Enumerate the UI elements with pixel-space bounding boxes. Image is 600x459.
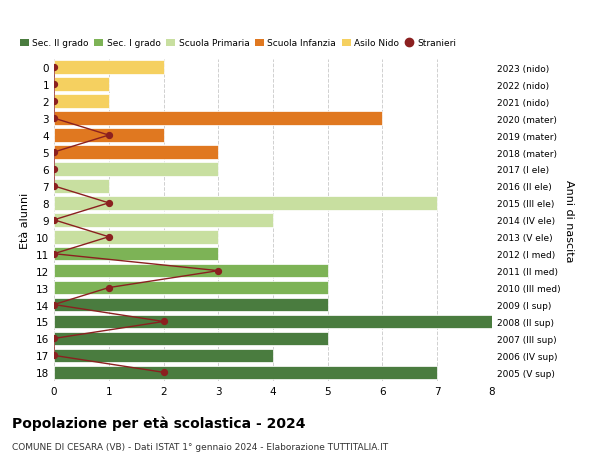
Point bbox=[49, 352, 59, 359]
Y-axis label: Anni di nascita: Anni di nascita bbox=[565, 179, 574, 262]
Bar bbox=[54, 281, 328, 295]
Point bbox=[104, 200, 113, 207]
Text: COMUNE DI CESARA (VB) - Dati ISTAT 1° gennaio 2024 - Elaborazione TUTTITALIA.IT: COMUNE DI CESARA (VB) - Dati ISTAT 1° ge… bbox=[12, 442, 388, 451]
Bar bbox=[54, 196, 437, 210]
Bar bbox=[54, 146, 218, 159]
Point bbox=[158, 369, 168, 376]
Bar bbox=[54, 95, 109, 109]
Bar bbox=[54, 62, 163, 75]
Point bbox=[104, 132, 113, 140]
Y-axis label: Età alunni: Età alunni bbox=[20, 192, 31, 248]
Bar bbox=[54, 163, 218, 176]
Bar bbox=[54, 180, 109, 193]
Point bbox=[104, 234, 113, 241]
Point bbox=[49, 81, 59, 89]
Point bbox=[49, 64, 59, 72]
Point bbox=[49, 251, 59, 258]
Text: Popolazione per età scolastica - 2024: Popolazione per età scolastica - 2024 bbox=[12, 415, 305, 430]
Bar bbox=[54, 349, 273, 362]
Bar bbox=[54, 332, 328, 346]
Bar bbox=[54, 230, 218, 244]
Bar bbox=[54, 315, 492, 329]
Bar bbox=[54, 264, 328, 278]
Bar bbox=[54, 366, 437, 379]
Bar bbox=[54, 247, 218, 261]
Point bbox=[158, 318, 168, 325]
Point bbox=[49, 98, 59, 106]
Bar bbox=[54, 298, 328, 312]
Point bbox=[49, 149, 59, 157]
Bar bbox=[54, 213, 273, 227]
Bar bbox=[54, 78, 109, 92]
Point bbox=[49, 183, 59, 190]
Point bbox=[49, 301, 59, 308]
Bar bbox=[54, 129, 163, 143]
Legend: Sec. II grado, Sec. I grado, Scuola Primaria, Scuola Infanzia, Asilo Nido, Stran: Sec. II grado, Sec. I grado, Scuola Prim… bbox=[16, 36, 460, 52]
Point bbox=[49, 217, 59, 224]
Point bbox=[49, 166, 59, 173]
Bar bbox=[54, 112, 383, 126]
Point bbox=[49, 335, 59, 342]
Point bbox=[104, 284, 113, 291]
Point bbox=[49, 115, 59, 123]
Point bbox=[214, 268, 223, 275]
